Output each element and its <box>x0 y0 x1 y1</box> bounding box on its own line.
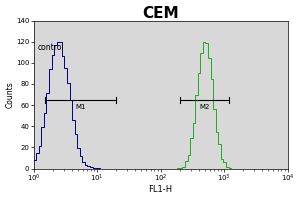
Y-axis label: Counts: Counts <box>6 81 15 108</box>
Text: M2: M2 <box>199 104 210 110</box>
Title: CEM: CEM <box>142 6 179 21</box>
Text: control: control <box>38 43 64 52</box>
X-axis label: FL1-H: FL1-H <box>148 185 172 194</box>
Text: M1: M1 <box>75 104 86 110</box>
